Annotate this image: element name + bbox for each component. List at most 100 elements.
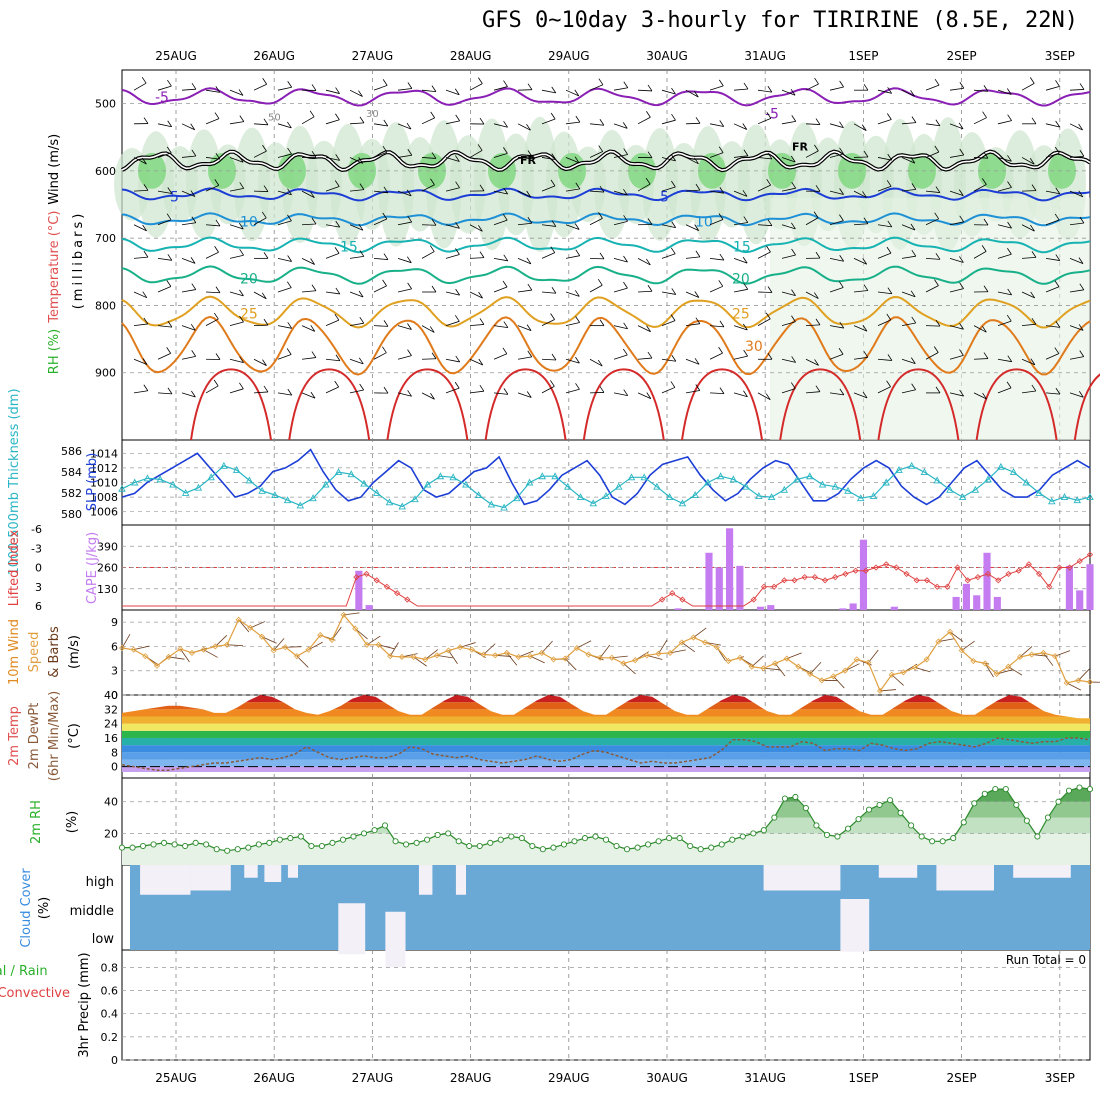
wind-barb-flag: [167, 187, 173, 194]
rh-marker: [150, 841, 157, 848]
wind-barb-flag: [911, 249, 917, 257]
li-marker: [954, 564, 961, 571]
wind-barb: [829, 392, 844, 396]
wind-barb: [709, 85, 724, 91]
wind-tick-label: 3: [111, 665, 118, 678]
wind-barb-flag: [983, 151, 989, 159]
precip-tick-label: 0.8: [101, 961, 119, 974]
wind-barb-flag: [959, 282, 964, 289]
wind-barb-flag: [142, 358, 148, 365]
wind-barb: [469, 150, 483, 158]
wind-barb-flag: [646, 325, 651, 332]
rh-marker: [1065, 787, 1073, 794]
rh-marker: [939, 838, 946, 845]
wind-barb-flag: [959, 256, 964, 263]
wind-barb-flag: [983, 218, 989, 226]
cloud-gap: [190, 865, 231, 891]
wind-speed-marker: [772, 660, 779, 667]
wind-barb: [541, 358, 557, 361]
wind-barb-flag: [143, 117, 149, 124]
wind-barb: [637, 258, 651, 266]
rh-marker: [760, 827, 767, 834]
wind-barb-flag: [191, 283, 197, 290]
cape-bar: [962, 583, 970, 610]
li-marker: [903, 570, 910, 577]
cape-bar: [705, 552, 713, 610]
cloud-gap: [455, 865, 466, 895]
wind-barb-flag: [190, 257, 196, 264]
wind-barb: [733, 123, 747, 130]
temp-band: [122, 723, 1090, 731]
wind10m-barb: [646, 654, 663, 660]
wind-barb-flag: [743, 149, 749, 156]
wind-barb: [805, 83, 819, 91]
isotherm-line: [121, 212, 1091, 227]
wind-barb: [589, 284, 603, 293]
wind-barb-flag: [358, 223, 364, 231]
wind-barb-flag: [647, 218, 653, 225]
wind-speed-marker: [118, 644, 126, 652]
wind-barb: [661, 358, 676, 362]
rh-marker: [161, 839, 168, 846]
wind-barb-flag: [1007, 155, 1012, 162]
wind-barb-flag: [935, 253, 941, 260]
wind-barb-flag: [214, 312, 219, 320]
rh-marker: [381, 822, 389, 829]
li-marker: [1025, 561, 1032, 568]
thickness-marker: [220, 461, 228, 469]
wind-barb-flag: [1031, 384, 1037, 392]
wind-speed-marker: [958, 647, 965, 654]
wind10m-barb: [564, 658, 577, 671]
wind-barb-flag: [719, 387, 725, 394]
wind-speed-marker: [1028, 651, 1035, 658]
wind-barb: [997, 120, 1012, 125]
wind-barb: [829, 153, 844, 158]
wind-barb: [541, 185, 556, 192]
wind-barb: [229, 121, 244, 125]
rh-marker: [276, 836, 283, 843]
wind-barb-flag: [814, 292, 819, 299]
wind-barb-flag: [959, 82, 965, 89]
wind-barb-flag: [983, 85, 989, 92]
wind-barb-flag: [190, 123, 196, 130]
wind-barb-flag: [935, 319, 941, 327]
wind10m-barb: [693, 627, 707, 638]
wind-barb: [445, 120, 460, 125]
wind-barb-flag: [478, 291, 483, 299]
cape-bar: [355, 570, 363, 610]
rh-marker: [266, 839, 273, 846]
wind10m-barb: [366, 635, 381, 646]
wind-barb: [925, 190, 940, 193]
hot-isotherm: [779, 368, 862, 441]
wind-barb-flag: [574, 290, 580, 297]
wind-barb-flag: [527, 350, 533, 358]
rh-marker: [1086, 786, 1094, 793]
wind-tick-label: 6: [111, 640, 118, 653]
wind-speed-marker: [165, 653, 172, 661]
wind-barb: [973, 89, 988, 92]
wind-barb: [493, 190, 508, 195]
panel-frame-precip: [121, 949, 1091, 1061]
wind-speed-marker: [492, 652, 499, 659]
wind-speed-marker: [993, 670, 1000, 678]
wind-barb: [1069, 222, 1084, 226]
wind-barb-flag: [910, 357, 916, 364]
wind-barb-flag: [839, 214, 844, 221]
rh-marker: [792, 793, 799, 801]
slp-tick-label: 1010: [90, 477, 118, 490]
slp-tick-label: 1012: [90, 462, 118, 475]
rh-marker: [497, 836, 504, 843]
wind-barb: [757, 117, 772, 125]
thickness-marker: [156, 475, 164, 483]
cloud-gap: [338, 903, 366, 955]
wind-barb-flag: [479, 384, 485, 392]
wind-barb-flag: [791, 315, 796, 322]
wind-barb: [229, 224, 244, 230]
wind-barb-flag: [934, 212, 940, 220]
wind-barb: [997, 358, 1012, 363]
temp-band: [122, 737, 1090, 746]
rh-band: [122, 801, 1090, 818]
wind-barb-flag: [310, 258, 315, 265]
wind-barb-flag: [646, 258, 651, 266]
wind-barb-flag: [839, 80, 844, 88]
